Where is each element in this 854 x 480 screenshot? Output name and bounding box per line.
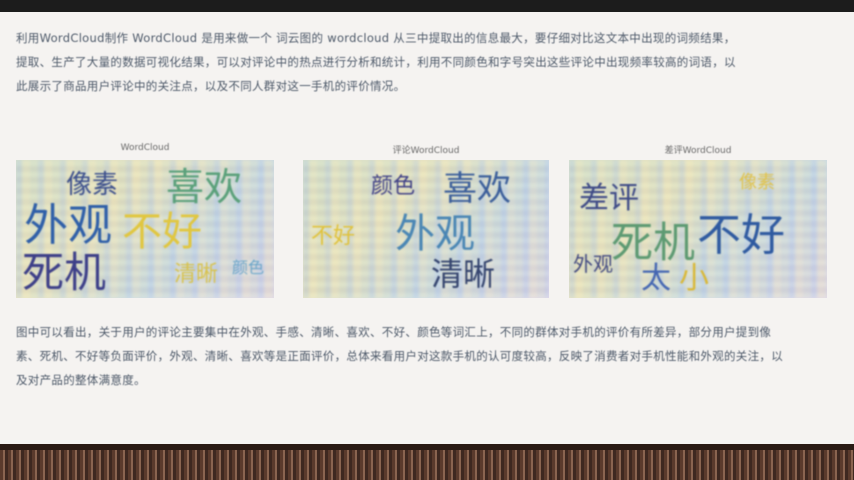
cloud-word: 外观 — [395, 211, 475, 257]
wordcloud-1: 像素 喜欢 外观 不好 死机 清晰 颜色 — [16, 160, 274, 298]
cloud-word: 不好 — [697, 210, 785, 261]
intro-paragraph: 利用WordCloud制作 WordCloud 是用来做一个 词云图的 word… — [16, 31, 736, 93]
cloud-word: 像素 — [739, 172, 775, 193]
analysis-paragraph: 图中可以看出，关于用户的评论主要集中在外观、手感、清晰、喜欢、不好、颜色等词汇上… — [16, 325, 783, 387]
cloud-word: 小 — [679, 261, 709, 296]
cloud-word: 太 — [641, 261, 671, 296]
bottom-wood-strip — [0, 444, 854, 480]
wordcloud-1-title: WordCloud — [120, 143, 170, 153]
cloud-word: 不好 — [311, 224, 356, 249]
cloud-word: 外观 — [24, 200, 112, 251]
cloud-word: 喜欢 — [443, 169, 511, 209]
cloud-word: 死机 — [22, 248, 107, 297]
cloud-word: 清晰 — [174, 262, 219, 287]
wordcloud-2: 颜色 喜欢 外观 清晰 不好 — [303, 160, 549, 298]
wordcloud-3: 差评 死机 不好 太 小 像素 外观 — [569, 160, 827, 298]
cloud-word: 死机 — [611, 218, 696, 267]
wordcloud-3-title: 差评WordCloud — [664, 146, 732, 156]
top-window-bar — [0, 0, 854, 12]
cloud-word: 颜色 — [371, 174, 416, 199]
wordcloud-2-title: 评论WordCloud — [392, 146, 460, 156]
slide-content: 利用WordCloud制作 WordCloud 是用来做一个 词云图的 word… — [0, 12, 854, 444]
cloud-word: 差评 — [579, 181, 639, 216]
cloud-word: 外观 — [573, 252, 613, 276]
cloud-word: 清晰 — [431, 255, 496, 293]
cloud-word: 颜色 — [232, 258, 265, 277]
cloud-word: 像素 — [66, 170, 119, 200]
cloud-word: 喜欢 — [166, 165, 243, 209]
cloud-word: 不好 — [122, 209, 202, 255]
